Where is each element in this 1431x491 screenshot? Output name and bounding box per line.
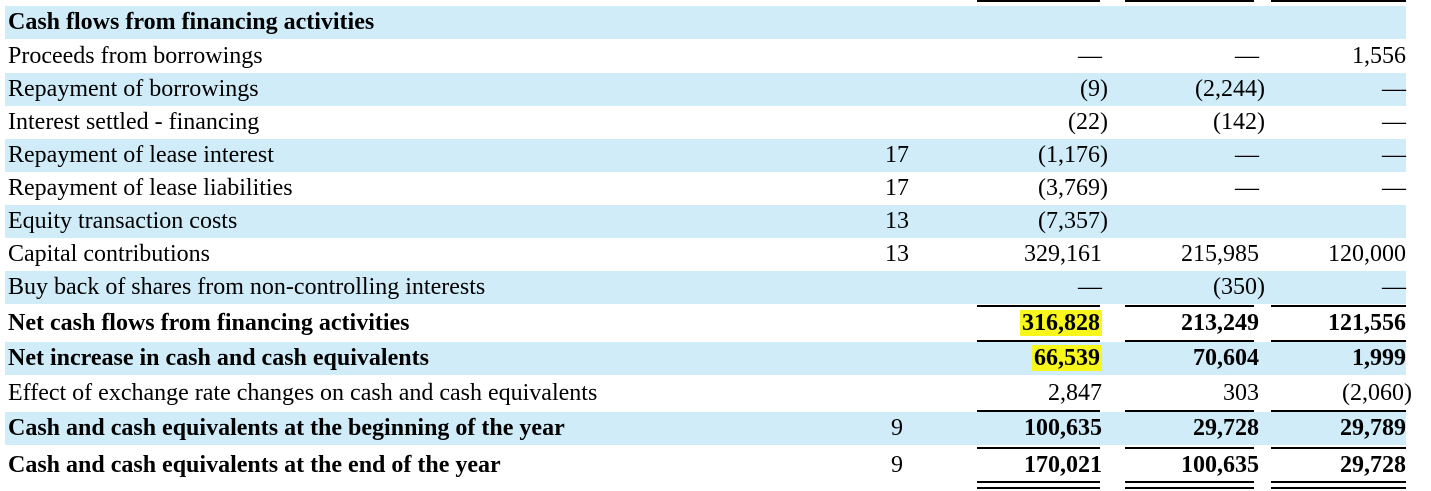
value-2020 <box>1130 205 1259 238</box>
note-ref: 9 <box>891 415 903 441</box>
double-rule-col2 <box>1125 481 1254 489</box>
double-rule-col3 <box>1271 481 1406 489</box>
final-top-rule-col2 <box>1125 447 1254 449</box>
table-row: Cash and cash equivalents at the end of … <box>5 449 1406 482</box>
top-rule-col1 <box>977 0 1100 2</box>
table-row: Effect of exchange rate changes on cash … <box>5 377 1412 410</box>
table-row: Interest settled - financing (22) (142) … <box>5 106 1406 139</box>
table-row: Equity transaction costs 13 (7,357) <box>5 205 1406 238</box>
row-label: Equity transaction costs <box>8 208 238 234</box>
value-2021: 2,847 <box>1048 380 1102 406</box>
note-ref: 17 <box>885 175 909 201</box>
note-ref: 13 <box>885 208 909 234</box>
row-label: Cash and cash equivalents at the beginni… <box>8 415 565 441</box>
value-2020: 100,635 <box>1181 452 1259 478</box>
highlighted-value: 316,828 <box>1020 310 1102 336</box>
value-2021: (22) <box>1068 109 1108 135</box>
value-2020: (350) <box>1213 274 1265 300</box>
row-label: Repayment of lease liabilities <box>8 175 293 201</box>
rule-col1 <box>977 410 1100 412</box>
value-2020: (2,244) <box>1195 76 1265 102</box>
value-2021: 100,635 <box>1024 415 1102 441</box>
table-row: Capital contributions 13 329,161 215,985… <box>5 238 1406 271</box>
value-2019: — <box>1382 109 1406 135</box>
value-2019: 120,000 <box>1328 241 1406 267</box>
value-2020: — <box>1235 43 1259 69</box>
note-ref: 9 <box>891 452 903 478</box>
row-label: Net increase in cash and cash equivalent… <box>8 345 429 371</box>
value-2021: — <box>1078 274 1102 300</box>
value-2021: 316,828 <box>982 307 1102 340</box>
rule-col3 <box>1271 410 1406 412</box>
value-2019: — <box>1382 274 1406 300</box>
value-2021: 170,021 <box>1024 452 1102 478</box>
table-row: Net cash flows from financing activities… <box>5 307 1406 340</box>
row-label: Repayment of lease interest <box>8 142 274 168</box>
row-label: Interest settled - financing <box>8 109 260 135</box>
value-2021: 329,161 <box>1024 241 1102 267</box>
value-2020: 213,249 <box>1181 310 1259 336</box>
subtotal-rule-col2 <box>1125 305 1254 307</box>
final-top-rule-col1 <box>977 447 1100 449</box>
value-2019: 121,556 <box>1328 310 1406 336</box>
note-ref: 17 <box>885 142 909 168</box>
value-2019: 29,789 <box>1340 415 1406 441</box>
value-2019: 29,728 <box>1340 452 1406 478</box>
row-label: Buy back of shares from non-controlling … <box>8 274 486 300</box>
top-rule-col2 <box>1125 0 1254 2</box>
value-2019: 1,556 <box>1352 43 1406 69</box>
row-label: Proceeds from borrowings <box>8 43 263 69</box>
row-label: Repayment of borrowings <box>8 76 259 102</box>
value-2020: 303 <box>1223 380 1259 406</box>
value-2021: (9) <box>1080 76 1108 102</box>
double-rule-col1 <box>977 481 1100 489</box>
value-2020: — <box>1235 142 1259 168</box>
table-row: Buy back of shares from non-controlling … <box>5 271 1406 304</box>
value-2019 <box>1278 205 1406 238</box>
table-row: Cash and cash equivalents at the beginni… <box>5 412 1406 445</box>
final-top-rule-col3 <box>1271 447 1406 449</box>
value-2021: (3,769) <box>1038 175 1108 201</box>
value-2020: — <box>1235 175 1259 201</box>
top-rule-col3 <box>1271 0 1406 2</box>
table-row: Net increase in cash and cash equivalent… <box>5 342 1406 375</box>
total-rule-col3 <box>1271 340 1406 342</box>
value-2021: (7,357) <box>1038 208 1108 234</box>
value-2021: — <box>1078 43 1102 69</box>
value-2019: (2,060) <box>1342 380 1412 406</box>
row-label: Net cash flows from financing activities <box>8 310 410 336</box>
value-2019: — <box>1382 142 1406 168</box>
value-2020: 29,728 <box>1193 415 1259 441</box>
value-2019: — <box>1382 175 1406 201</box>
value-2021: (1,176) <box>1038 142 1108 168</box>
table-row: Repayment of lease interest 17 (1,176) —… <box>5 139 1406 172</box>
total-rule-col2 <box>1125 340 1254 342</box>
subtotal-rule-col3 <box>1271 305 1406 307</box>
row-label: Effect of exchange rate changes on cash … <box>8 380 598 406</box>
value-2019: — <box>1382 76 1406 102</box>
table-row: Proceeds from borrowings — — 1,556 <box>5 40 1406 73</box>
table-row: Repayment of lease liabilities 17 (3,769… <box>5 172 1406 205</box>
row-label: Capital contributions <box>8 241 210 267</box>
section-title: Cash flows from financing activities <box>8 9 375 35</box>
section-header-row: Cash flows from financing activities <box>5 6 1406 39</box>
value-2020: 215,985 <box>1181 241 1259 267</box>
rule-col2 <box>1125 410 1254 412</box>
row-label: Cash and cash equivalents at the end of … <box>8 452 501 478</box>
total-rule-col1 <box>977 340 1100 342</box>
highlighted-value: 66,539 <box>1032 345 1102 371</box>
subtotal-rule-col1 <box>977 305 1100 307</box>
table-row: Repayment of borrowings (9) (2,244) — <box>5 73 1406 106</box>
value-2019: 1,999 <box>1352 345 1406 371</box>
value-2020: (142) <box>1213 109 1265 135</box>
value-2021: 66,539 <box>982 342 1102 375</box>
note-ref: 13 <box>885 241 909 267</box>
value-2020: 70,604 <box>1193 345 1259 371</box>
